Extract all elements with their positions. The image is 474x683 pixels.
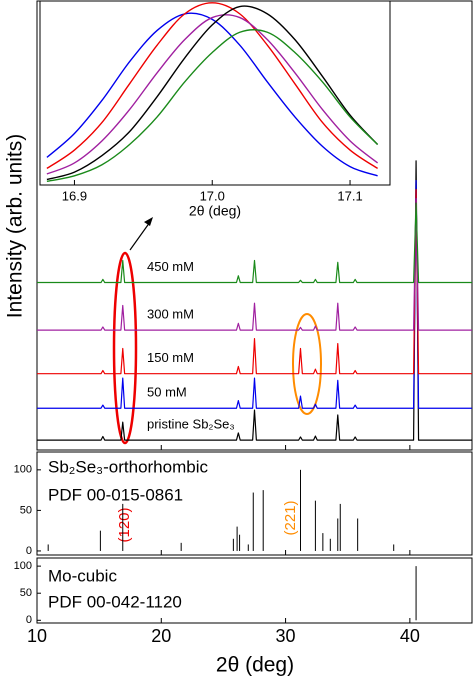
peak-annotation: (120): [116, 507, 133, 542]
panel-subtitle: PDF 00-015-0861: [48, 485, 183, 504]
series-label: pristine Sb₂Se₃: [147, 417, 235, 432]
series-label: 50 mM: [147, 385, 187, 400]
inset-x-label: 2θ (deg): [189, 203, 241, 219]
x-tick-label: 30: [276, 626, 296, 646]
panel-title: Sb₂Se₃-orthorhombic: [48, 457, 208, 476]
data-line: [37, 188, 472, 375]
y-tick-label: 50: [20, 504, 32, 516]
series-label: 300 mM: [147, 307, 194, 322]
y-axis-label: Intensity (arb. units): [4, 134, 27, 318]
x-tick-label: 17.1: [337, 188, 362, 203]
y-tick-label: 100: [14, 464, 32, 476]
ref2-frame: [36, 557, 473, 624]
data-line: [37, 202, 472, 284]
panel-title: Mo-cubic: [48, 566, 117, 585]
y-tick-label: 50: [20, 587, 32, 599]
peak-annotation: (221): [282, 500, 299, 535]
inset-frame: [39, 0, 391, 186]
data-line: [37, 160, 472, 441]
data-line: [37, 197, 472, 331]
data-line: [46, 5, 379, 181]
data-line: [46, 2, 378, 170]
data-line: [37, 180, 472, 409]
ref1-frame: [36, 451, 473, 556]
y-tick-label: 0: [26, 545, 32, 557]
data-line: [46, 14, 379, 175]
series-label: 450 mM: [147, 259, 194, 274]
panel-subtitle: PDF 00-042-1120: [48, 592, 182, 611]
data-line: [46, 12, 378, 177]
y-tick-label: 100: [14, 560, 32, 572]
x-tick-label: 17.0: [200, 188, 225, 203]
x-tick-label: 16.9: [62, 188, 87, 203]
x-tick-label: 10: [27, 626, 47, 646]
data-line: [46, 29, 379, 183]
arrow-head: [144, 217, 153, 226]
x-tick-label: 20: [151, 626, 171, 646]
highlight-ellipse: [112, 251, 138, 445]
y-tick-label: 0: [26, 614, 32, 626]
arrow: [129, 221, 151, 251]
highlight-ellipse: [292, 313, 322, 415]
series-label: 150 mM: [147, 350, 194, 365]
x-axis-label: 2θ (deg): [216, 654, 294, 677]
x-tick-label: 40: [400, 626, 420, 646]
